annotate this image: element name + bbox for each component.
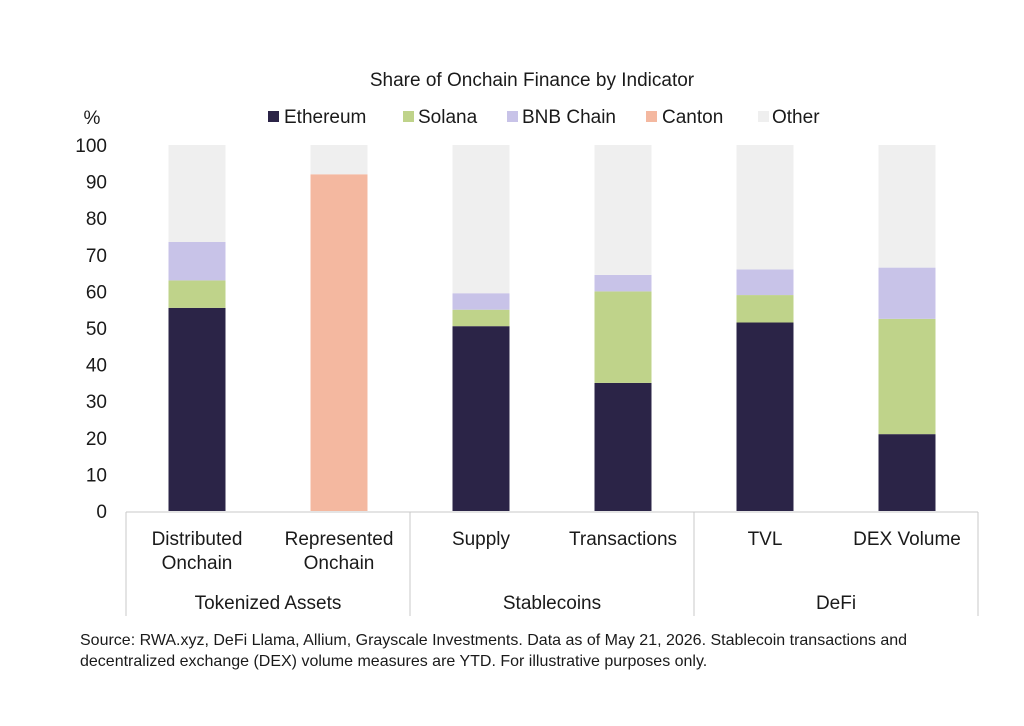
y-tick-label: 10 [86, 465, 107, 486]
legend-label-other: Other [772, 107, 820, 128]
group-labels: Tokenized Assets Stablecoins DeFi [195, 593, 856, 614]
legend-label-ethereum: Ethereum [284, 107, 366, 128]
category-label: Represented [285, 529, 394, 550]
bar-segment-solana-distributed-onchain [168, 280, 226, 308]
y-tick-label: 30 [86, 392, 107, 413]
stacked-bar-chart: Share of Onchain Finance by Indicator % … [75, 70, 979, 616]
bar-segment-bnb-chain-tvl [736, 269, 794, 296]
category-label: Distributed [152, 529, 243, 550]
y-tick-label: 0 [96, 502, 107, 523]
legend-label-canton: Canton [662, 107, 723, 128]
category-label: Transactions [569, 529, 677, 550]
bar-segment-other-supply [452, 145, 510, 294]
legend-swatch-canton [646, 111, 657, 122]
source-note: Source: RWA.xyz, DeFi Llama, Allium, Gra… [80, 632, 908, 670]
bar-segment-solana-supply [452, 309, 510, 327]
legend: Ethereum Solana BNB Chain Canton Other [268, 107, 820, 128]
y-tick-label: 70 [86, 246, 107, 267]
group-label: DeFi [816, 593, 856, 614]
category-label: Onchain [162, 553, 233, 574]
category-label: DEX Volume [853, 529, 961, 550]
y-tick-label: 50 [86, 319, 107, 340]
bar-segment-bnb-chain-supply [452, 293, 510, 310]
bar-segment-bnb-chain-distributed-onchain [168, 241, 226, 281]
legend-swatch-other [758, 111, 769, 122]
group-label: Tokenized Assets [195, 593, 342, 614]
bar-segment-solana-tvl [736, 295, 794, 323]
category-labels: Distributed Onchain Represented Onchain Supp… [152, 529, 961, 574]
bar-segment-bnb-chain-dex-volume [878, 267, 936, 319]
bar-segment-other-represented-onchain [310, 145, 368, 175]
category-axis-frame [125, 511, 979, 616]
bar-segment-ethereum-tvl [736, 322, 794, 511]
bar-segment-other-transactions [594, 145, 652, 275]
legend-swatch-solana [403, 111, 414, 122]
y-tick-label: 20 [86, 429, 107, 450]
bar-segment-solana-transactions [594, 291, 652, 383]
group-label: Stablecoins [503, 593, 601, 614]
bar-segment-ethereum-distributed-onchain [168, 307, 226, 511]
bar-segment-solana-dex-volume [878, 318, 936, 435]
bar-segment-bnb-chain-transactions [594, 274, 652, 292]
y-tick-label: 90 [86, 173, 107, 194]
y-tick-label: 80 [86, 209, 107, 230]
chart-title: Share of Onchain Finance by Indicator [370, 70, 695, 91]
legend-swatch-ethereum [268, 111, 279, 122]
bars [168, 145, 936, 511]
bar-segment-ethereum-dex-volume [878, 434, 936, 511]
bar-segment-other-dex-volume [878, 145, 936, 268]
y-tick-label: 40 [86, 356, 107, 377]
category-label: Supply [452, 529, 511, 550]
y-tick-label: 100 [75, 136, 107, 157]
bar-segment-canton-represented-onchain [310, 174, 368, 511]
bar-segment-ethereum-supply [452, 326, 510, 511]
category-label: Onchain [304, 553, 375, 574]
y-axis-ticks: 0 10 20 30 40 50 60 70 80 90 100 [75, 136, 107, 523]
category-label: TVL [748, 529, 783, 550]
bar-segment-ethereum-transactions [594, 382, 652, 511]
legend-swatch-bnb-chain [507, 111, 518, 122]
legend-label-solana: Solana [418, 107, 478, 128]
legend-label-bnb-chain: BNB Chain [522, 107, 616, 128]
y-tick-label: 60 [86, 282, 107, 303]
bar-segment-other-distributed-onchain [168, 145, 226, 242]
y-axis-unit-label: % [84, 108, 101, 129]
bar-segment-other-tvl [736, 145, 794, 270]
